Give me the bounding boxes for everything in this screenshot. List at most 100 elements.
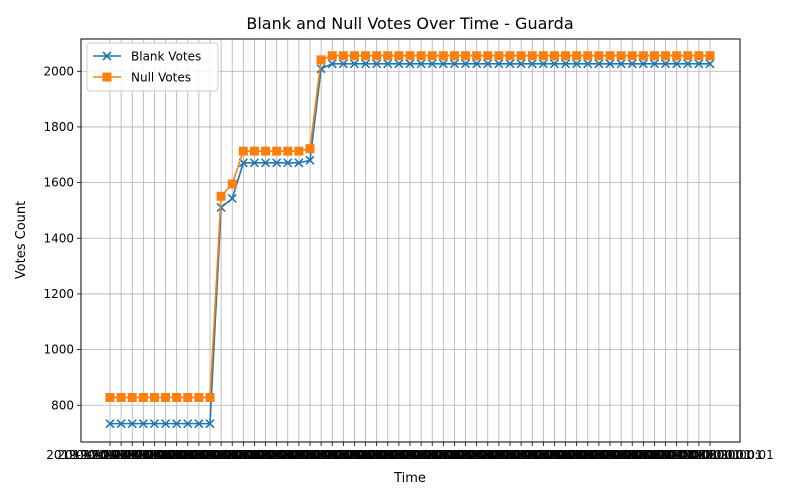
x-tick-label: 2019-10-06 20:00:01 bbox=[246, 448, 373, 462]
x-tick-label: 2019-10-06 20:00:01 bbox=[324, 448, 451, 462]
null-votes-point bbox=[205, 392, 215, 402]
blank-votes-point bbox=[627, 59, 637, 69]
blank-votes-point bbox=[638, 59, 648, 69]
x-tick-label: 2019-10-06 20:00:01 bbox=[457, 448, 584, 462]
blank-votes-point bbox=[694, 59, 704, 69]
null-votes-point bbox=[616, 51, 626, 61]
null-votes-point bbox=[238, 146, 248, 156]
x-tick-label: 2019-10-06 20:00:01 bbox=[213, 448, 340, 462]
blank-votes-point bbox=[327, 59, 337, 69]
null-votes-point bbox=[549, 51, 559, 61]
x-tick-label: 2019-10-06 20:00:01 bbox=[580, 448, 707, 462]
chart-title: Blank and Null Votes Over Time - Guarda bbox=[246, 14, 573, 33]
blank-votes-point bbox=[616, 59, 626, 69]
blank-votes-point bbox=[672, 59, 682, 69]
null-votes-point bbox=[438, 51, 448, 61]
null-votes-point bbox=[694, 51, 704, 61]
null-votes-point bbox=[305, 144, 315, 154]
y-tick-label: 2000 bbox=[43, 64, 74, 78]
x-tick-label: 2019-10-06 20:00:01 bbox=[235, 448, 362, 462]
null-votes-point bbox=[683, 51, 693, 61]
blank-votes-point bbox=[549, 59, 560, 69]
x-tick-label: 2019-10-06 20:00:01 bbox=[402, 448, 529, 462]
blank-votes-point bbox=[472, 59, 482, 69]
x-tick-label: 2019-10-06 20:00:01 bbox=[357, 448, 484, 462]
null-votes-point bbox=[527, 51, 537, 61]
x-tick-label: 2019-10-06 20:00:01 bbox=[368, 448, 495, 462]
y-axis-ticks: 800 1000 1200 1400 1600 1800 2000 bbox=[43, 64, 81, 412]
null-votes-point bbox=[383, 51, 393, 61]
x-tick-label: 2019-10-06 20:00:01 bbox=[446, 448, 573, 462]
series-layer bbox=[105, 51, 715, 429]
null-votes-point bbox=[705, 51, 715, 61]
x-tick-label: 2019-10-06 20:00:01 bbox=[602, 448, 729, 462]
blank-votes-point bbox=[449, 59, 460, 69]
x-tick-label: 2019-10-06 20:00:01 bbox=[635, 448, 762, 462]
x-tick-label: 2019-10-06 20:00:01 bbox=[502, 448, 629, 462]
null-votes-point bbox=[627, 51, 637, 61]
null-votes-point bbox=[561, 51, 571, 61]
blank-votes-point bbox=[427, 59, 437, 69]
blank-votes-point bbox=[183, 419, 193, 429]
x-tick-label: 2019-10-06 20:00:01 bbox=[124, 448, 251, 462]
blank-votes-point bbox=[583, 59, 593, 69]
x-tick-label: 2019-10-06 20:00:01 bbox=[435, 448, 562, 462]
blank-votes-point bbox=[127, 419, 137, 429]
null-votes-point bbox=[216, 191, 226, 201]
null-votes-point bbox=[272, 146, 282, 156]
blank-votes-point bbox=[283, 158, 293, 168]
blank-votes-point bbox=[483, 59, 493, 69]
x-tick-label: 2019-10-06 20:00:01 bbox=[624, 448, 751, 462]
null-votes-point bbox=[583, 51, 593, 61]
x-tick-label: 2019-10-06 20:00:01 bbox=[380, 448, 507, 462]
x-tick-label: 2019-10-06 20:00:01 bbox=[424, 448, 551, 462]
legend: Blank Votes Null Votes bbox=[86, 42, 219, 92]
null-votes-point bbox=[183, 392, 193, 402]
y-tick-label: 1600 bbox=[43, 176, 74, 190]
blank-votes-point bbox=[560, 59, 571, 69]
blank-votes-point bbox=[205, 419, 215, 429]
y-tick-label: 1800 bbox=[43, 120, 74, 134]
x-tick-label: 2019-10-06 20:00:01 bbox=[335, 448, 462, 462]
null-votes-point bbox=[538, 51, 548, 61]
x-tick-label: 2019-10-06 20:00:01 bbox=[202, 448, 329, 462]
blank-votes-point bbox=[138, 419, 148, 429]
blank-votes-point bbox=[116, 419, 126, 429]
null-votes-point bbox=[461, 51, 471, 61]
blank-votes-point bbox=[194, 419, 204, 429]
null-votes-point bbox=[283, 146, 293, 156]
y-tick-label: 1400 bbox=[43, 231, 74, 245]
x-tick-label: 2019-10-06 20:00:01 bbox=[413, 448, 540, 462]
x-tick-label: 2019-10-06 20:00:01 bbox=[157, 448, 284, 462]
x-tick-label: 2019-10-06 20:00:01 bbox=[480, 448, 607, 462]
blank-votes-point bbox=[505, 59, 515, 69]
null-votes-point bbox=[394, 51, 404, 61]
y-axis-label: Votes Count bbox=[14, 201, 29, 279]
blank-votes-point bbox=[349, 59, 360, 69]
x-tick-label: 2019-10-06 20:00:01 bbox=[524, 448, 651, 462]
x-tick-label: 2019-10-06 20:00:01 bbox=[113, 448, 240, 462]
grid-layer bbox=[81, 39, 740, 442]
null-votes-point bbox=[638, 51, 648, 61]
blank-votes-point bbox=[149, 419, 160, 429]
legend-label-blank-votes: Blank Votes bbox=[131, 50, 201, 64]
x-tick-label: 2019-10-06 20:00:01 bbox=[46, 448, 173, 462]
blank-votes-point bbox=[527, 59, 537, 69]
null-votes-point bbox=[572, 51, 582, 61]
x-tick-label: 2019-10-06 20:00:01 bbox=[313, 448, 440, 462]
null-votes-point bbox=[161, 392, 171, 402]
null-votes-point bbox=[649, 51, 659, 61]
y-tick-label: 1000 bbox=[43, 343, 74, 357]
null-votes-point bbox=[194, 392, 204, 402]
legend-entries: Blank Votes Null Votes bbox=[93, 50, 201, 85]
x-tick-label: 2019-10-06 20:00:01 bbox=[291, 448, 418, 462]
blank-votes-point bbox=[360, 59, 371, 69]
null-votes-point bbox=[294, 146, 304, 156]
x-tick-label: 2019-10-06 20:00:01 bbox=[102, 448, 229, 462]
x-tick-label: 2019-10-06 20:00:01 bbox=[591, 448, 718, 462]
x-tick-label: 2019-10-06 20:00:01 bbox=[280, 448, 407, 462]
x-tick-label: 2019-10-06 20:00:01 bbox=[346, 448, 473, 462]
x-tick-label: 2019-10-06 20:00:01 bbox=[191, 448, 318, 462]
x-tick-label: 2019-10-06 20:00:01 bbox=[557, 448, 684, 462]
